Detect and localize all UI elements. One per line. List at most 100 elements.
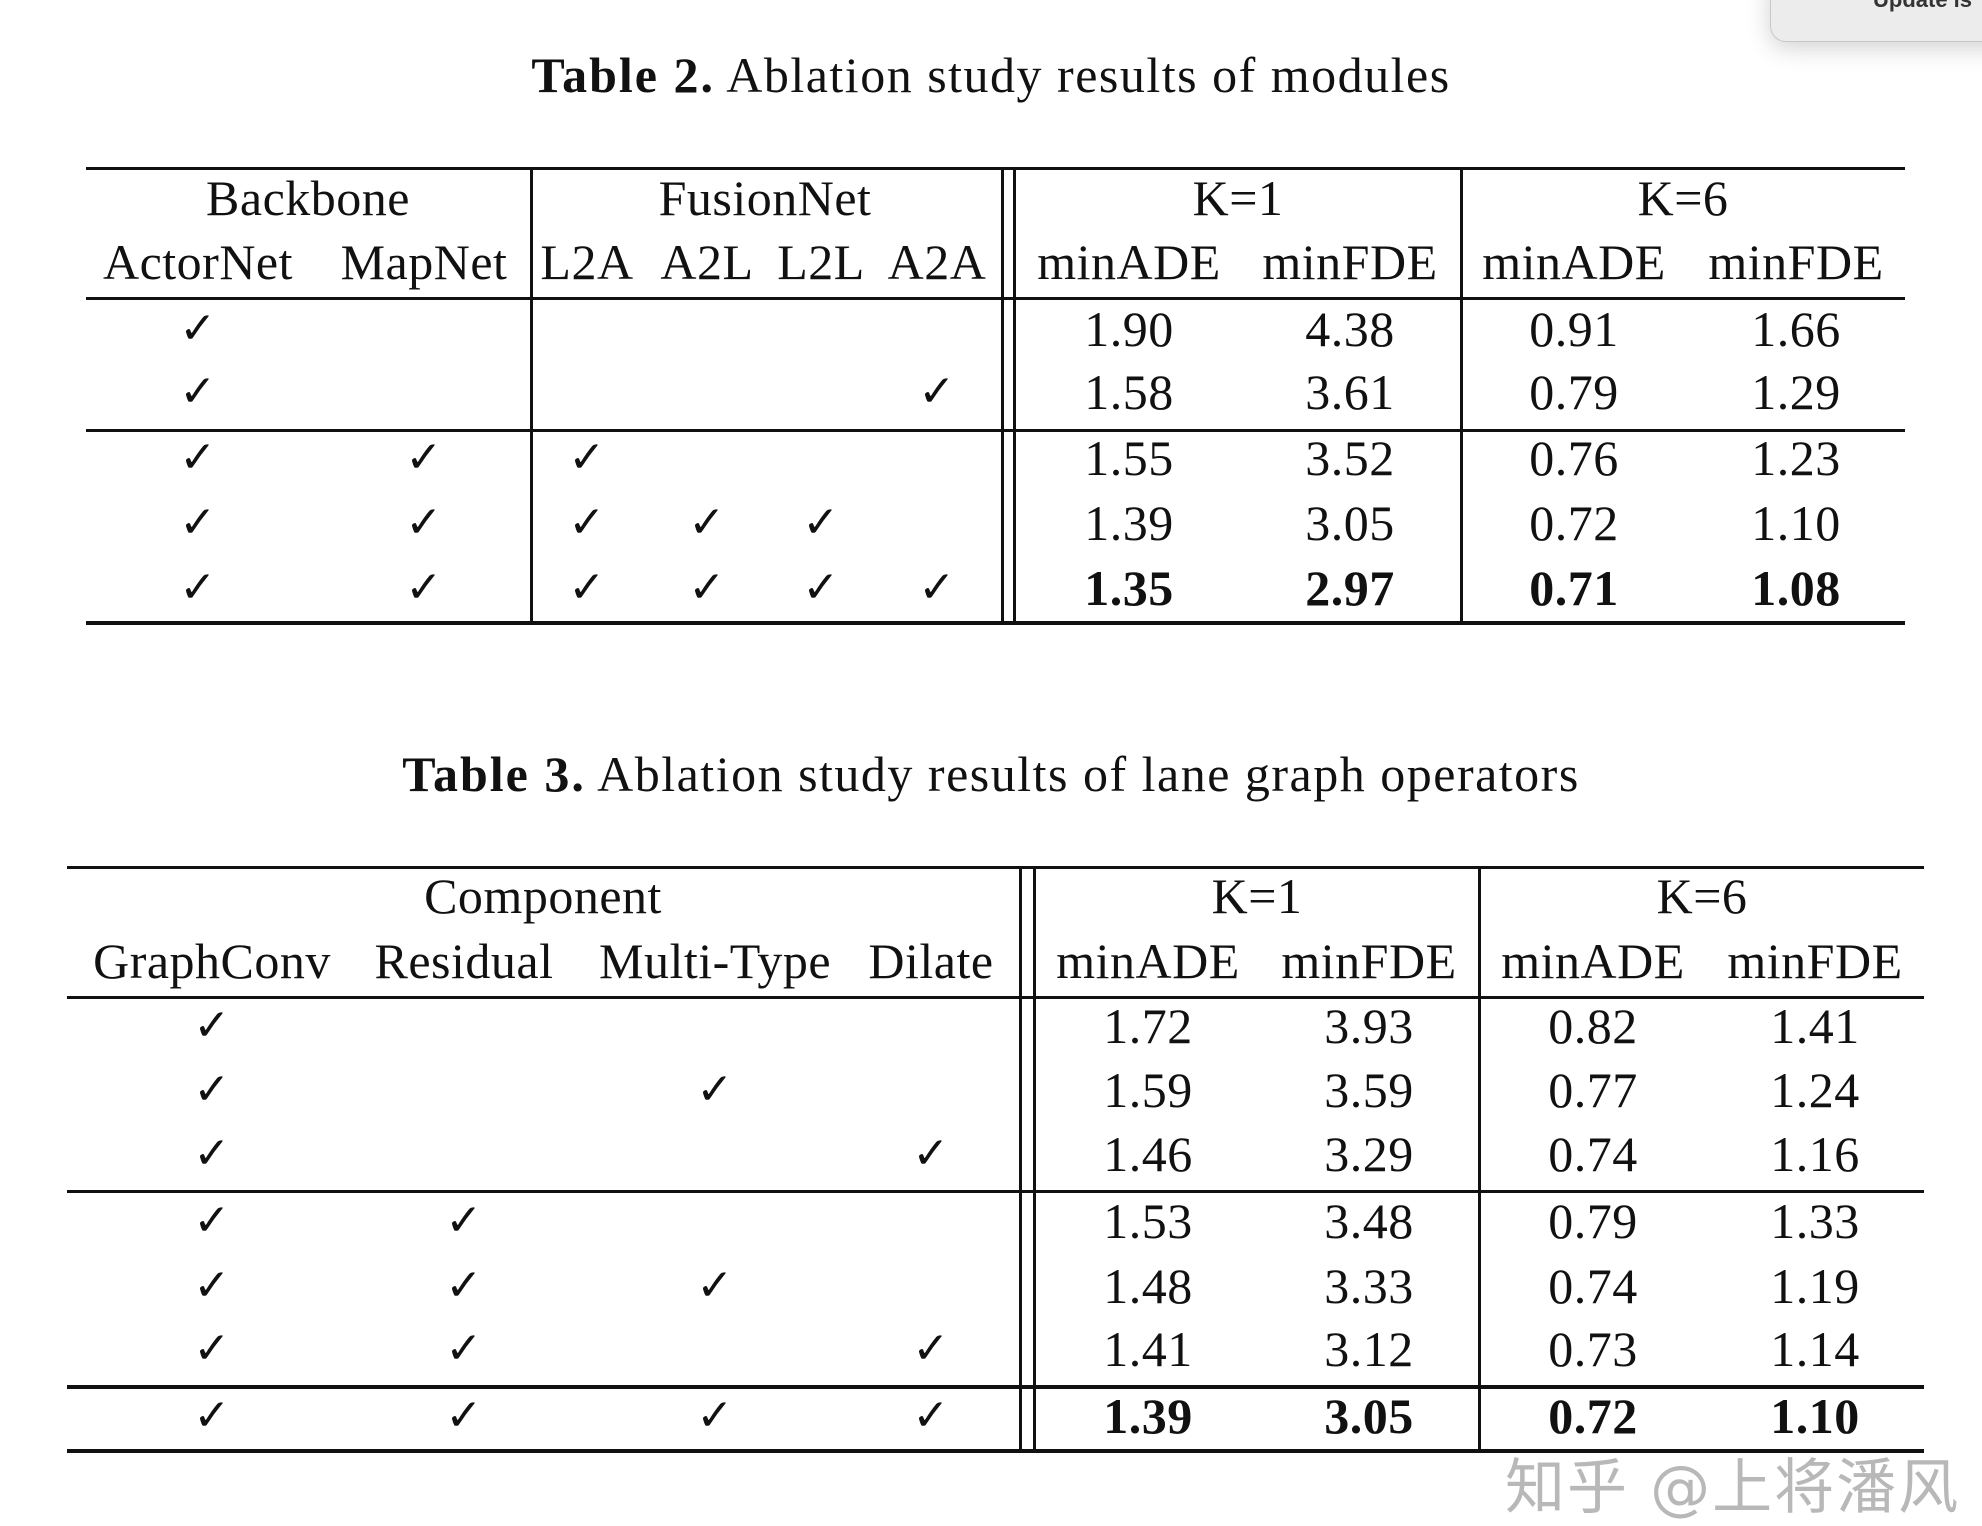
metric-value: 0.72	[1548, 1388, 1638, 1444]
vertical-rule	[1019, 867, 1022, 1451]
column-header: minADE	[1482, 234, 1666, 290]
check-mark: ✓	[193, 1128, 231, 1179]
metric-value: 1.24	[1770, 1062, 1860, 1118]
column-header: MapNet	[340, 234, 508, 290]
check-mark: ✓	[405, 497, 443, 548]
check-mark: ✓	[688, 497, 726, 548]
metric-value: 3.33	[1324, 1258, 1414, 1314]
check-mark: ✓	[912, 1390, 950, 1441]
group-header: K=6	[1637, 170, 1729, 226]
horizontal-rule	[67, 1449, 1924, 1453]
check-mark: ✓	[802, 497, 840, 548]
metric-value: 0.71	[1529, 560, 1619, 616]
metric-value: 1.33	[1770, 1193, 1860, 1249]
horizontal-rule	[67, 996, 1924, 999]
check-mark: ✓	[193, 1064, 231, 1115]
metric-value: 1.58	[1084, 364, 1174, 420]
metric-value: 0.76	[1529, 430, 1619, 486]
horizontal-rule	[86, 167, 1905, 170]
metric-value: 3.05	[1324, 1388, 1414, 1444]
metric-value: 1.41	[1103, 1321, 1193, 1377]
update-notification[interactable]: Update is	[1770, 0, 1982, 42]
vertical-rule	[1033, 867, 1036, 1451]
column-header: minFDE	[1727, 933, 1903, 989]
metric-value: 3.29	[1324, 1126, 1414, 1182]
metric-value: 1.16	[1770, 1126, 1860, 1182]
column-header: minADE	[1501, 933, 1685, 989]
table-3-label: Table 3.	[402, 746, 586, 802]
metric-value: 4.38	[1305, 301, 1395, 357]
metric-value: 1.72	[1103, 998, 1193, 1054]
metric-value: 3.61	[1305, 364, 1395, 420]
metric-value: 1.39	[1084, 495, 1174, 551]
check-mark: ✓	[445, 1323, 483, 1374]
column-header: A2A	[887, 234, 987, 290]
column-header: minFDE	[1281, 933, 1457, 989]
check-mark: ✓	[193, 1390, 231, 1441]
check-mark: ✓	[802, 562, 840, 613]
watermark: 知乎 @上将潘风	[1505, 1453, 1961, 1523]
column-header: L2A	[540, 234, 634, 290]
column-header: Residual	[374, 933, 554, 989]
metric-value: 1.46	[1103, 1126, 1193, 1182]
metric-value: 1.10	[1770, 1388, 1860, 1444]
check-mark: ✓	[918, 562, 956, 613]
metric-value: 0.82	[1548, 998, 1638, 1054]
group-header: Component	[424, 868, 662, 924]
check-mark: ✓	[568, 562, 606, 613]
column-header: Dilate	[868, 933, 994, 989]
check-mark: ✓	[445, 1260, 483, 1311]
check-mark: ✓	[179, 366, 217, 417]
metric-value: 0.72	[1529, 495, 1619, 551]
metric-value: 3.93	[1324, 998, 1414, 1054]
horizontal-rule	[86, 621, 1905, 625]
check-mark: ✓	[445, 1195, 483, 1246]
metric-value: 1.23	[1751, 430, 1841, 486]
group-header: K=1	[1192, 170, 1284, 226]
column-header: GraphConv	[93, 933, 331, 989]
check-mark: ✓	[568, 432, 606, 483]
table-2-label: Table 2.	[531, 47, 715, 103]
column-header: A2L	[660, 234, 754, 290]
column-header: minADE	[1056, 933, 1240, 989]
check-mark: ✓	[912, 1128, 950, 1179]
check-mark: ✓	[405, 432, 443, 483]
table-2-caption-text: Ablation study results of modules	[726, 47, 1451, 103]
column-header: minFDE	[1262, 234, 1438, 290]
metric-value: 1.39	[1103, 1388, 1193, 1444]
metric-value: 1.19	[1770, 1258, 1860, 1314]
column-header: L2L	[777, 234, 865, 290]
column-header: ActorNet	[102, 234, 294, 290]
group-header: K=6	[1656, 868, 1748, 924]
metric-value: 3.52	[1305, 430, 1395, 486]
metric-value: 1.14	[1770, 1321, 1860, 1377]
metric-value: 0.77	[1548, 1062, 1638, 1118]
check-mark: ✓	[193, 1000, 231, 1051]
metric-value: 1.90	[1084, 301, 1174, 357]
vertical-rule	[1013, 168, 1016, 623]
check-mark: ✓	[179, 562, 217, 613]
column-header: minADE	[1037, 234, 1221, 290]
metric-value: 0.79	[1548, 1193, 1638, 1249]
metric-value: 0.91	[1529, 301, 1619, 357]
group-header: FusionNet	[658, 170, 872, 226]
horizontal-rule	[67, 866, 1924, 869]
metric-value: 3.59	[1324, 1062, 1414, 1118]
group-header: K=1	[1211, 868, 1303, 924]
check-mark: ✓	[405, 562, 443, 613]
metric-value: 1.59	[1103, 1062, 1193, 1118]
check-mark: ✓	[696, 1064, 734, 1115]
metric-value: 3.05	[1305, 495, 1395, 551]
table-3-caption: Table 3. Ablation study results of lane …	[0, 745, 1982, 803]
group-header: Backbone	[206, 170, 410, 226]
horizontal-rule	[86, 429, 1905, 432]
metric-value: 1.41	[1770, 998, 1860, 1054]
metric-value: 1.29	[1751, 364, 1841, 420]
metric-value: 2.97	[1305, 560, 1395, 616]
check-mark: ✓	[696, 1390, 734, 1441]
metric-value: 1.53	[1103, 1193, 1193, 1249]
horizontal-rule	[67, 1385, 1924, 1389]
vertical-rule	[1001, 168, 1004, 623]
check-mark: ✓	[193, 1195, 231, 1246]
check-mark: ✓	[193, 1323, 231, 1374]
